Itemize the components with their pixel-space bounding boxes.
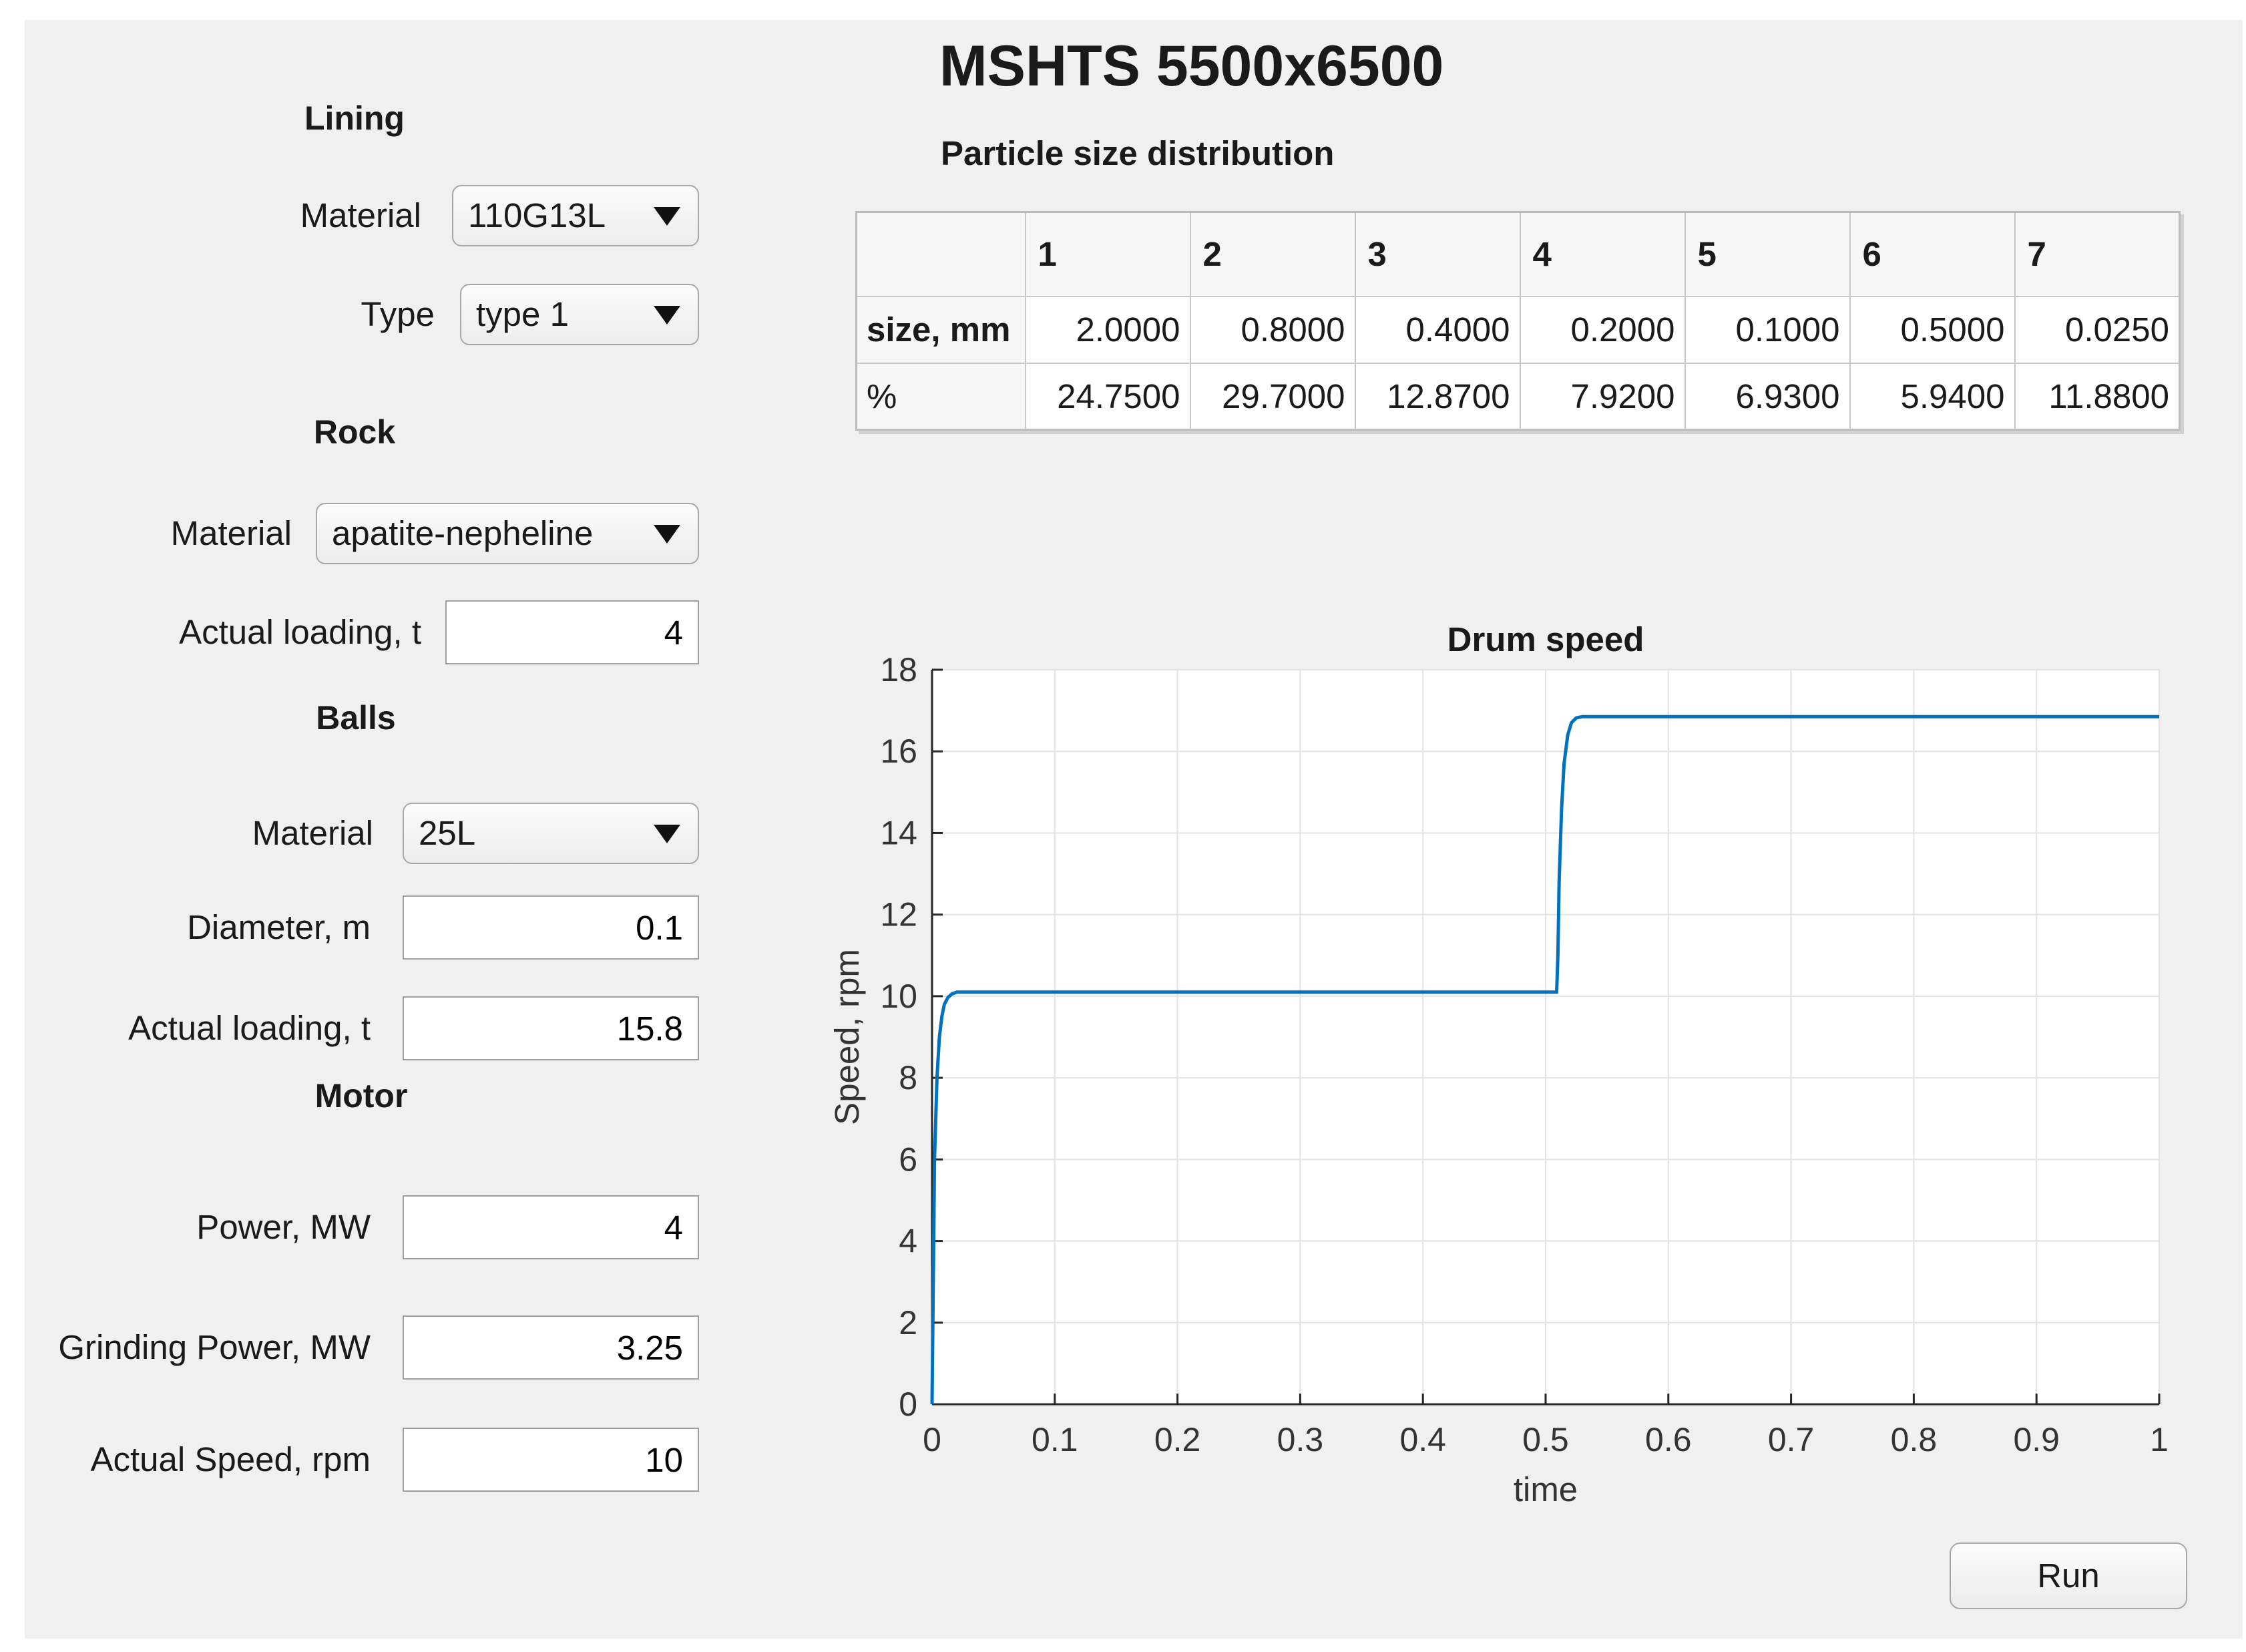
chevron-down-icon <box>654 306 680 325</box>
balls-material-label: Material <box>252 814 373 852</box>
psd-col-header[interactable]: 1 <box>1024 211 1191 297</box>
table-cell[interactable]: 0.2000 <box>1519 295 1686 364</box>
table-cell[interactable]: 11.8800 <box>2014 362 2181 431</box>
x-tick-label: 0.8 <box>1891 1421 1938 1458</box>
x-tick-label: 0.6 <box>1645 1421 1692 1458</box>
grinding-power-field[interactable] <box>403 1315 699 1380</box>
motor-heading: Motor <box>314 1077 408 1114</box>
x-tick-label: 0 <box>923 1421 941 1458</box>
app-title: MSHTS 5500x6500 <box>939 34 1444 98</box>
table-cell[interactable]: 24.7500 <box>1024 362 1191 431</box>
table-cell[interactable]: 2.0000 <box>1024 295 1191 364</box>
chevron-down-icon <box>654 525 680 544</box>
x-tick-label: 0.1 <box>1032 1421 1078 1458</box>
y-tick-label: 18 <box>880 651 917 688</box>
x-tick-label: 0.2 <box>1154 1421 1201 1458</box>
chevron-down-icon <box>654 207 680 226</box>
rock-material-value: apatite-nepheline <box>332 514 594 552</box>
y-tick-label: 0 <box>899 1386 917 1423</box>
y-tick-label: 2 <box>899 1304 917 1341</box>
x-tick-labels: 0 0.1 0.2 0.3 0.4 0.5 0.6 0.7 0.8 0.9 1 <box>923 1421 2169 1458</box>
actual-speed-label: Actual Speed, rpm <box>90 1440 371 1478</box>
balls-diameter-field[interactable] <box>403 895 699 960</box>
rock-heading: Rock <box>313 413 396 451</box>
balls-material-value: 25L <box>419 814 476 852</box>
psd-col-header[interactable]: 7 <box>2014 211 2181 297</box>
rock-loading-label: Actual loading, t <box>179 613 421 651</box>
grid <box>931 669 2160 1405</box>
table-cell[interactable]: 0.4000 <box>1354 295 1521 364</box>
psd-header-row: 1 2 3 4 5 6 7 <box>855 211 2181 297</box>
psd-col-header[interactable]: 6 <box>1849 211 2016 297</box>
y-tick-label: 4 <box>899 1223 917 1260</box>
table-cell[interactable]: 5.9400 <box>1849 362 2016 431</box>
y-axis-label: Speed, rpm <box>828 949 866 1125</box>
psd-corner-cell <box>855 211 1026 297</box>
rock-material-dropdown[interactable]: apatite-nepheline <box>316 503 699 564</box>
psd-row-header: % <box>855 362 1026 431</box>
actual-speed-field[interactable] <box>403 1428 699 1492</box>
balls-heading: Balls <box>316 699 396 737</box>
psd-table[interactable]: 1 2 3 4 5 6 7 size, mm 2.0000 0.8000 0.4… <box>855 211 2181 431</box>
table-cell[interactable]: 12.8700 <box>1354 362 1521 431</box>
chart-title: Drum speed <box>1447 620 1644 658</box>
app-window: Lining Material 110G13L Type type 1 Rock… <box>25 20 2243 1639</box>
rock-loading-field[interactable] <box>445 600 699 664</box>
lining-type-dropdown[interactable]: type 1 <box>460 284 699 345</box>
rock-material-label: Material <box>170 514 292 552</box>
table-cell[interactable]: 0.0250 <box>2014 295 2181 364</box>
table-cell[interactable]: 0.8000 <box>1189 295 1356 364</box>
table-cell[interactable]: 29.7000 <box>1189 362 1356 431</box>
grinding-power-label: Grinding Power, MW <box>58 1328 371 1366</box>
lining-type-label: Type <box>361 295 435 333</box>
x-tick-label: 0.7 <box>1768 1421 1815 1458</box>
lining-type-value: type 1 <box>476 295 569 333</box>
table-cell[interactable]: 0.1000 <box>1684 295 1851 364</box>
y-tick-label: 16 <box>880 733 917 770</box>
balls-diameter-label: Diameter, m <box>187 908 371 946</box>
balls-loading-label: Actual loading, t <box>128 1009 371 1047</box>
x-tick-label: 0.5 <box>1522 1421 1569 1458</box>
series-line <box>930 714 2159 1405</box>
x-tick-label: 1 <box>2150 1421 2169 1458</box>
psd-col-header[interactable]: 5 <box>1684 211 1851 297</box>
y-tick-label: 10 <box>880 978 917 1015</box>
table-row: % 24.7500 29.7000 12.8700 7.9200 6.9300 … <box>855 362 2181 431</box>
psd-col-header[interactable]: 2 <box>1189 211 1356 297</box>
y-tick-label: 14 <box>880 814 917 851</box>
table-row: size, mm 2.0000 0.8000 0.4000 0.2000 0.1… <box>855 295 2181 364</box>
chevron-down-icon <box>654 825 680 843</box>
y-tick-label: 6 <box>899 1141 917 1178</box>
lining-material-label: Material <box>300 196 421 234</box>
y-tick-labels: 0 2 4 6 8 10 12 14 16 18 <box>880 651 917 1423</box>
balls-material-dropdown[interactable]: 25L <box>403 803 699 864</box>
table-cell[interactable]: 7.9200 <box>1519 362 1686 431</box>
motor-power-field[interactable] <box>403 1195 699 1259</box>
balls-loading-field[interactable] <box>403 996 699 1060</box>
run-button[interactable]: Run <box>1950 1542 2187 1609</box>
psd-row-header: size, mm <box>855 295 1026 364</box>
lining-material-dropdown[interactable]: 110G13L <box>452 185 699 246</box>
psd-col-header[interactable]: 3 <box>1354 211 1521 297</box>
x-axis-label: time <box>1514 1470 1578 1508</box>
motor-power-label: Power, MW <box>196 1208 371 1246</box>
x-tick-label: 0.4 <box>1399 1421 1446 1458</box>
table-cell[interactable]: 6.9300 <box>1684 362 1851 431</box>
table-cell[interactable]: 0.5000 <box>1849 295 2016 364</box>
x-tick-label: 0.9 <box>2013 1421 2060 1458</box>
lining-heading: Lining <box>304 99 405 137</box>
lining-material-value: 110G13L <box>468 196 606 234</box>
y-tick-label: 12 <box>880 896 917 934</box>
drum-speed-chart[interactable]: 0 0.1 0.2 0.3 0.4 0.5 0.6 0.7 0.8 0.9 1 0 2 4 6 8 10 12 1… <box>823 588 2239 1522</box>
psd-label: Particle size distribution <box>941 134 1335 172</box>
x-tick-label: 0.3 <box>1277 1421 1324 1458</box>
y-tick-label: 8 <box>899 1059 917 1096</box>
psd-col-header[interactable]: 4 <box>1519 211 1686 297</box>
